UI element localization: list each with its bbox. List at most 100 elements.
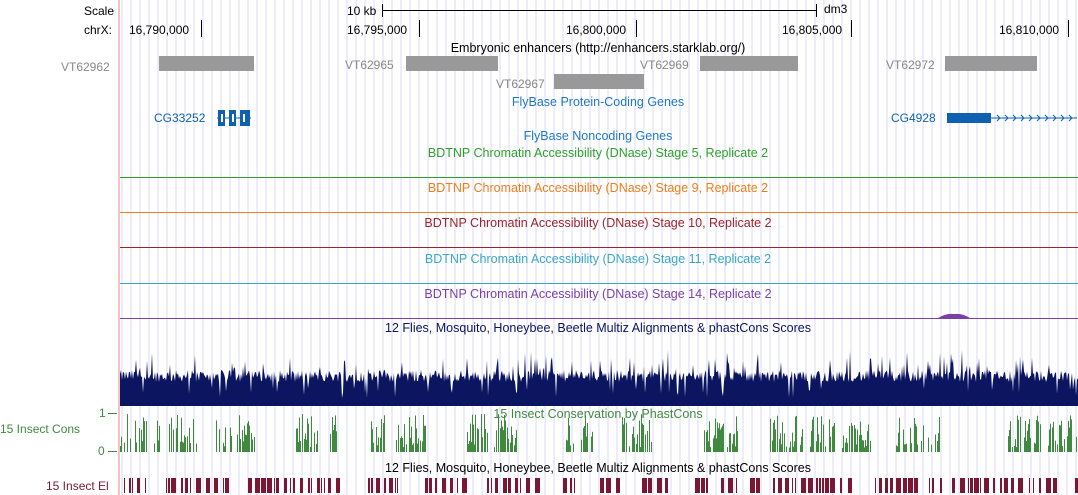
phastcons-wiggle[interactable] xyxy=(120,414,1078,454)
phastcons-bar xyxy=(400,438,401,452)
dnase-stage11-title[interactable]: BDTNP Chromatin Accessibility (DNase) St… xyxy=(424,252,772,266)
enhancer-label[interactable]: VT62962 xyxy=(61,60,110,74)
conserved-element xyxy=(395,478,396,493)
conserved-element xyxy=(970,478,973,493)
phastcons-bar xyxy=(176,428,177,452)
phastcons-bar xyxy=(851,422,852,452)
phastcons-bar xyxy=(1055,440,1056,452)
conserved-element xyxy=(1011,478,1014,493)
phastcons-bar xyxy=(636,443,637,452)
ruler-tick-label: 16,810,000 xyxy=(999,23,1060,37)
phastcons-bar xyxy=(586,436,587,452)
multiz-track-title[interactable]: 12 Flies, Mosquito, Honeybee, Beetle Mul… xyxy=(385,321,811,335)
gene-model-cg33252[interactable] xyxy=(217,108,253,128)
phastcons-bar xyxy=(587,422,588,452)
phastcons-bar xyxy=(144,421,145,452)
phastcons-bar xyxy=(862,440,863,452)
phastcons-bar xyxy=(1069,427,1070,452)
enhancer-label[interactable]: VT62965 xyxy=(345,58,394,72)
conserved-element xyxy=(166,478,167,493)
phastcons-bar xyxy=(568,417,569,452)
phastcons-bar xyxy=(504,414,505,452)
phastcons-bar xyxy=(512,434,513,452)
phastcons-bar xyxy=(333,430,334,452)
dnase-stage5-title[interactable]: BDTNP Chromatin Accessibility (DNase) St… xyxy=(427,146,769,160)
conserved-element xyxy=(308,478,310,493)
conserved-element xyxy=(896,478,901,493)
phastcons-bar xyxy=(812,419,813,452)
phastcons-bar xyxy=(1028,423,1029,452)
conserved-element xyxy=(389,478,393,493)
enhancer-feature[interactable] xyxy=(945,56,1037,71)
conserved-element xyxy=(328,478,331,493)
dnase-stage11-signal[interactable] xyxy=(120,283,1078,284)
phastcons-bar xyxy=(573,443,574,452)
gene-label-cg4928[interactable]: CG4928 xyxy=(891,111,936,125)
dnase-stage10-signal[interactable] xyxy=(120,247,1078,248)
phastcons-bar xyxy=(334,424,335,452)
enhancer-feature[interactable] xyxy=(159,56,254,71)
conserved-element xyxy=(929,478,930,493)
enhancer-feature[interactable] xyxy=(554,74,644,89)
phastcons-bar xyxy=(508,438,509,452)
conserved-elements-track[interactable] xyxy=(120,476,1078,495)
conserved-element xyxy=(225,478,229,493)
phastcons-bar xyxy=(243,441,244,452)
gene-model-cg4928[interactable] xyxy=(947,111,1078,125)
phastcons-bar xyxy=(409,417,410,452)
elements-side-label[interactable]: 15 Insect El xyxy=(46,479,109,493)
phastcons-bar xyxy=(645,434,646,452)
dnase-stage9-signal[interactable] xyxy=(120,212,1078,213)
phastcons-bar xyxy=(903,429,904,452)
phastcons-bar xyxy=(316,443,317,452)
enhancer-label[interactable]: VT62969 xyxy=(640,58,689,72)
conserved-element xyxy=(616,478,620,493)
enhancer-label[interactable]: VT62967 xyxy=(496,77,545,91)
strand-arrow xyxy=(1004,114,1009,122)
conserved-element xyxy=(462,478,467,493)
strand-arrow xyxy=(1044,114,1049,122)
enhancer-feature[interactable] xyxy=(406,56,498,71)
conserved-element xyxy=(825,478,829,493)
phastcons-bar xyxy=(904,444,905,452)
conserved-element xyxy=(706,478,708,493)
phastcons-bar xyxy=(592,431,593,452)
multiz-conservation-wiggle[interactable] xyxy=(120,336,1078,406)
conserved-element xyxy=(450,478,453,493)
dnase-stage14-title[interactable]: BDTNP Chromatin Accessibility (DNase) St… xyxy=(424,287,772,301)
conserved-element xyxy=(701,478,705,493)
dnase-stage14-peak xyxy=(938,313,970,318)
enhancer-label[interactable]: VT62972 xyxy=(886,58,935,72)
phastcons-bar xyxy=(417,443,418,452)
phastcons-bar xyxy=(224,446,225,452)
phastcons-bar xyxy=(1061,420,1062,452)
conserved-element xyxy=(875,478,876,493)
dnase-stage5-signal[interactable] xyxy=(120,177,1078,178)
phastcons-bar xyxy=(640,447,641,452)
conserved-element xyxy=(185,478,188,493)
phastcons-bar xyxy=(472,414,473,452)
enhancer-feature[interactable] xyxy=(700,56,798,71)
phastcons-bar xyxy=(622,417,623,452)
cons-side-label[interactable]: 15 Insect Cons xyxy=(0,422,81,436)
dnase-stage10-title[interactable]: BDTNP Chromatin Accessibility (DNase) St… xyxy=(424,216,772,230)
dnase-stage14-signal[interactable] xyxy=(120,318,1078,319)
phastcons-bar xyxy=(182,441,183,452)
phastcons-bar xyxy=(708,441,709,452)
phastcons-bar xyxy=(829,419,830,452)
coding-genes-track-title[interactable]: FlyBase Protein-Coding Genes xyxy=(511,95,685,109)
elements-track-title[interactable]: 12 Flies, Mosquito, Honeybee, Beetle Mul… xyxy=(385,461,811,475)
dnase-stage9-title[interactable]: BDTNP Chromatin Accessibility (DNase) St… xyxy=(427,181,769,195)
ruler-tick-label: 16,795,000 xyxy=(347,23,408,37)
enhancers-track-title[interactable]: Embryonic enhancers (http://enhancers.st… xyxy=(450,41,746,55)
conserved-element xyxy=(457,478,458,493)
phastcons-bar xyxy=(336,431,337,452)
conserved-element xyxy=(848,478,852,493)
phastcons-bar xyxy=(857,429,858,452)
phastcons-bar xyxy=(502,426,503,452)
noncoding-genes-track-title[interactable]: FlyBase Noncoding Genes xyxy=(523,129,673,143)
phastcons-bar xyxy=(380,437,381,452)
phastcons-bar xyxy=(190,443,191,452)
gene-label-cg33252[interactable]: CG33252 xyxy=(154,111,206,125)
cons-track-title[interactable]: 15 Insect Conservation by PhastCons xyxy=(493,407,703,421)
